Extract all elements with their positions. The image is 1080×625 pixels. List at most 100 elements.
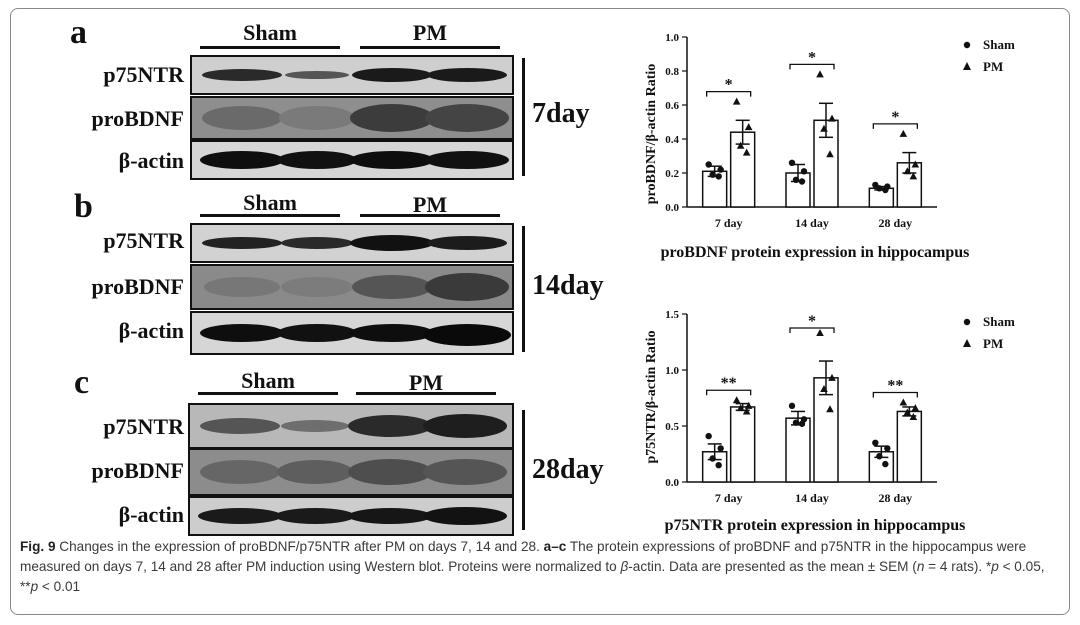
data-point-pm xyxy=(899,129,908,137)
row-label-probdnf: proBDNF xyxy=(91,106,185,131)
pm-group-label: PM xyxy=(408,370,444,395)
bracket-7day xyxy=(522,58,525,176)
y-tick-label: 0.2 xyxy=(665,168,679,180)
caption-text-3: -actin. Data are presented as the mean ±… xyxy=(628,559,917,574)
data-point-sham xyxy=(709,171,716,178)
data-point-sham xyxy=(792,419,800,426)
pm-group-line xyxy=(356,392,496,395)
pm-group-line xyxy=(360,46,500,49)
data-point-sham xyxy=(705,432,712,440)
day-label-14day: 14day xyxy=(532,270,604,301)
row-label-beta-actin: β-actin xyxy=(118,502,184,527)
y-tick-label: 0.0 xyxy=(665,202,679,214)
row-label-beta-actin: β-actin xyxy=(118,318,184,343)
y-tick-label: 1.0 xyxy=(665,32,679,44)
significance-bracket xyxy=(706,389,752,396)
significance-label: * xyxy=(725,77,733,94)
data-point-sham xyxy=(882,460,889,468)
significance-label: * xyxy=(808,49,816,66)
x-tick-label: 14 day xyxy=(795,216,829,230)
y-tick-label: 1.0 xyxy=(665,365,679,377)
significance-bracket xyxy=(789,63,835,70)
probdnf-bar-chart: proBDNF/β-actin Ratio 0.0 0.2 0.4 0.6 0.8 1.0… xyxy=(644,32,1015,261)
significance-label: ** xyxy=(887,377,903,394)
data-point-pm xyxy=(732,97,741,105)
bracket-28day xyxy=(522,410,525,530)
data-point-pm xyxy=(903,408,912,416)
caption-text-2: The protein expressions of proBDNF and p… xyxy=(20,539,1027,574)
y-tick-label: 0.6 xyxy=(665,100,679,112)
y-tick-label: 0.8 xyxy=(665,66,679,78)
y-tick-label: 0.5 xyxy=(665,421,679,433)
significance-label: ** xyxy=(721,375,737,392)
data-point-pm xyxy=(732,396,741,404)
data-point-pm xyxy=(826,150,834,158)
data-point-sham xyxy=(788,159,796,166)
bracket-14day xyxy=(522,226,525,352)
legend-marker-circle xyxy=(963,318,971,326)
data-point-sham xyxy=(798,178,806,185)
data-point-sham xyxy=(798,420,806,427)
bar-sham xyxy=(701,170,728,208)
legend-label-pm: PM xyxy=(983,59,1003,74)
y-tick-label: 0.4 xyxy=(665,134,679,146)
blot-b-beta-actin xyxy=(190,311,514,355)
western-blot-figure: a Sham PM p75NTR proBDNF β-actin 7day b … xyxy=(0,0,620,540)
bar-sham xyxy=(785,417,811,483)
data-point-pm xyxy=(742,148,751,156)
pm-group-label: PM xyxy=(412,20,448,45)
bar-sham xyxy=(868,187,895,208)
data-point-sham xyxy=(882,186,889,194)
figure-caption: Fig. 9 Changes in the expression of proB… xyxy=(20,537,1060,597)
legend-label-pm: PM xyxy=(983,336,1003,351)
caption-text-6: < 0.01 xyxy=(38,579,81,594)
pm-group-line xyxy=(360,214,500,217)
day-label-7day: 7day xyxy=(532,98,590,129)
data-point-pm xyxy=(911,160,920,168)
legend-marker-circle xyxy=(963,41,971,49)
data-point-pm xyxy=(828,373,836,381)
p75ntr-bar-chart: p75NTR/β-actin Ratio 0.00.51.01.57 day**… xyxy=(644,309,1015,534)
blot-a-beta-actin xyxy=(190,140,514,180)
data-point-sham xyxy=(705,161,712,168)
x-tick-label: 14 day xyxy=(795,491,829,505)
x-tick-label: 28 day xyxy=(878,216,912,230)
data-point-sham xyxy=(884,445,891,452)
figure-label: Fig. 9 xyxy=(20,539,56,554)
data-point-pm xyxy=(903,167,912,175)
blot-a-probdnf xyxy=(190,96,514,140)
significance-bracket xyxy=(789,327,835,333)
x-tick-label: 7 day xyxy=(715,491,743,505)
row-label-p75ntr: p75NTR xyxy=(103,414,184,439)
chart2-y-axis-label: p75NTR/β-actin Ratio xyxy=(644,331,659,464)
data-point-pm xyxy=(816,329,824,337)
day-label-28day: 28day xyxy=(532,454,604,485)
chart2-title: p75NTR protein expression in hippocampus xyxy=(665,517,966,534)
data-point-sham xyxy=(717,445,724,452)
sham-group-label: Sham xyxy=(243,20,297,45)
y-tick-label: 0.0 xyxy=(665,477,679,489)
sham-group-label: Sham xyxy=(243,190,297,215)
chart1-y-axis-label: proBDNF/β-actin Ratio xyxy=(644,64,659,205)
x-tick-label: 7 day xyxy=(715,216,743,230)
caption-text-1: Changes in the expression of proBDNF/p75… xyxy=(59,539,540,554)
sham-group-line xyxy=(200,46,340,49)
significance-bracket xyxy=(872,123,918,129)
blot-b-probdnf xyxy=(190,264,514,310)
legend-label-sham: Sham xyxy=(983,37,1015,52)
data-point-sham xyxy=(876,185,883,192)
bar-pm xyxy=(896,410,923,483)
x-tick-label: 28 day xyxy=(878,491,912,505)
significance-bracket xyxy=(706,90,752,97)
sham-group-line xyxy=(198,392,338,395)
blot-b-p75ntr xyxy=(190,223,514,263)
row-label-p75ntr: p75NTR xyxy=(103,62,184,87)
row-label-probdnf: proBDNF xyxy=(91,458,185,483)
data-point-pm xyxy=(736,404,745,412)
data-point-pm xyxy=(736,141,745,149)
pm-group-label: PM xyxy=(412,192,448,217)
caption-panel-ref: a–c xyxy=(543,539,567,554)
data-point-pm xyxy=(744,401,753,409)
data-point-pm xyxy=(899,398,908,406)
data-point-pm xyxy=(742,407,751,415)
